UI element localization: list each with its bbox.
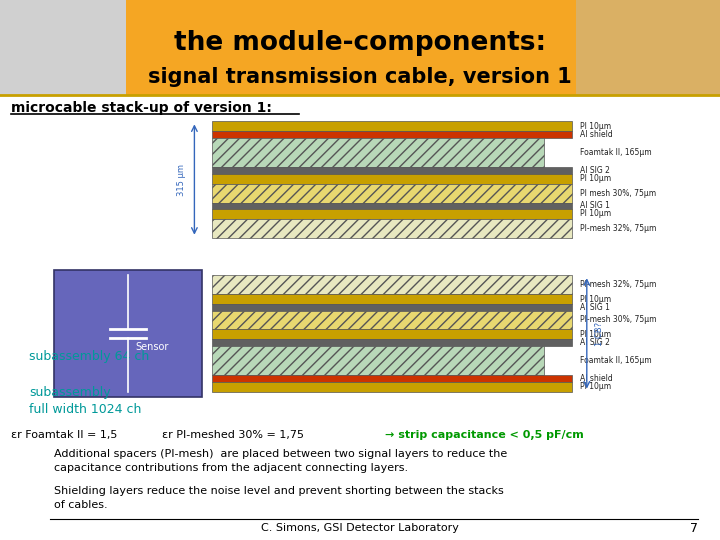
Bar — [212, 209, 572, 219]
Bar — [212, 346, 544, 375]
Text: Sensor: Sensor — [135, 342, 168, 352]
Text: PI-mesh 32%, 75μm: PI-mesh 32%, 75μm — [580, 280, 656, 289]
Text: 1 CB?: 1 CB? — [595, 321, 604, 346]
Bar — [212, 329, 572, 339]
Bar — [212, 339, 572, 346]
Bar — [54, 270, 202, 397]
Text: PI 10μm: PI 10μm — [580, 330, 611, 339]
Text: signal transmission cable, version 1: signal transmission cable, version 1 — [148, 66, 572, 87]
Text: Al SIG 2: Al SIG 2 — [580, 166, 609, 175]
Bar — [212, 382, 572, 392]
Bar — [212, 184, 572, 202]
Bar — [212, 174, 572, 184]
Text: Foamtak II, 165μm: Foamtak II, 165μm — [580, 148, 651, 157]
Bar — [212, 294, 572, 304]
Text: 7: 7 — [690, 522, 698, 535]
Bar — [212, 138, 544, 167]
Text: Al SIG 1: Al SIG 1 — [580, 201, 609, 210]
Text: PI 10μm: PI 10μm — [580, 382, 611, 391]
Bar — [212, 202, 572, 209]
Bar — [212, 275, 572, 294]
Text: PI 10μm: PI 10μm — [580, 295, 611, 303]
Bar — [212, 131, 572, 138]
Bar — [212, 167, 572, 174]
Bar — [212, 219, 572, 238]
Text: PI 10μm: PI 10μm — [580, 122, 611, 131]
Bar — [576, 0, 720, 94]
Text: 315 µm: 315 µm — [177, 164, 186, 195]
Text: εr PI-meshed 30% = 1,75: εr PI-meshed 30% = 1,75 — [162, 430, 304, 440]
Bar — [212, 122, 572, 131]
Text: PI 10μm: PI 10μm — [580, 210, 611, 218]
Text: the module-components:: the module-components: — [174, 30, 546, 56]
Text: εr Foamtak II = 1,5: εr Foamtak II = 1,5 — [11, 430, 117, 440]
Bar — [126, 0, 720, 94]
Bar — [0, 0, 126, 94]
Bar — [212, 304, 572, 310]
Text: Al SIG 1: Al SIG 1 — [580, 303, 609, 312]
Text: C. Simons, GSI Detector Laboratory: C. Simons, GSI Detector Laboratory — [261, 523, 459, 533]
Text: PI mesh 30%, 75μm: PI mesh 30%, 75μm — [580, 188, 656, 198]
Bar — [212, 375, 572, 382]
Text: subassembly 64 ch: subassembly 64 ch — [29, 350, 149, 363]
Text: Additional spacers (PI-mesh)  are placed between two signal layers to reduce the: Additional spacers (PI-mesh) are placed … — [54, 449, 508, 473]
Bar — [212, 310, 572, 329]
Text: PI-mesh 30%, 75μm: PI-mesh 30%, 75μm — [580, 315, 656, 325]
Text: Foamtak II, 165μm: Foamtak II, 165μm — [580, 356, 651, 365]
Text: Al shield: Al shield — [580, 130, 612, 139]
Text: microcable stack-up of version 1:: microcable stack-up of version 1: — [11, 101, 271, 115]
Text: subassembly
full width 1024 ch: subassembly full width 1024 ch — [29, 386, 141, 416]
Text: PI 10μm: PI 10μm — [580, 174, 611, 183]
Text: Al shield: Al shield — [580, 374, 612, 383]
Text: Shielding layers reduce the noise level and prevent shorting between the stacks
: Shielding layers reduce the noise level … — [54, 486, 504, 510]
Text: PI-mesh 32%, 75μm: PI-mesh 32%, 75μm — [580, 224, 656, 233]
Text: Al SIG 2: Al SIG 2 — [580, 338, 609, 347]
Text: → strip capacitance < 0,5 pF/cm: → strip capacitance < 0,5 pF/cm — [385, 430, 584, 440]
